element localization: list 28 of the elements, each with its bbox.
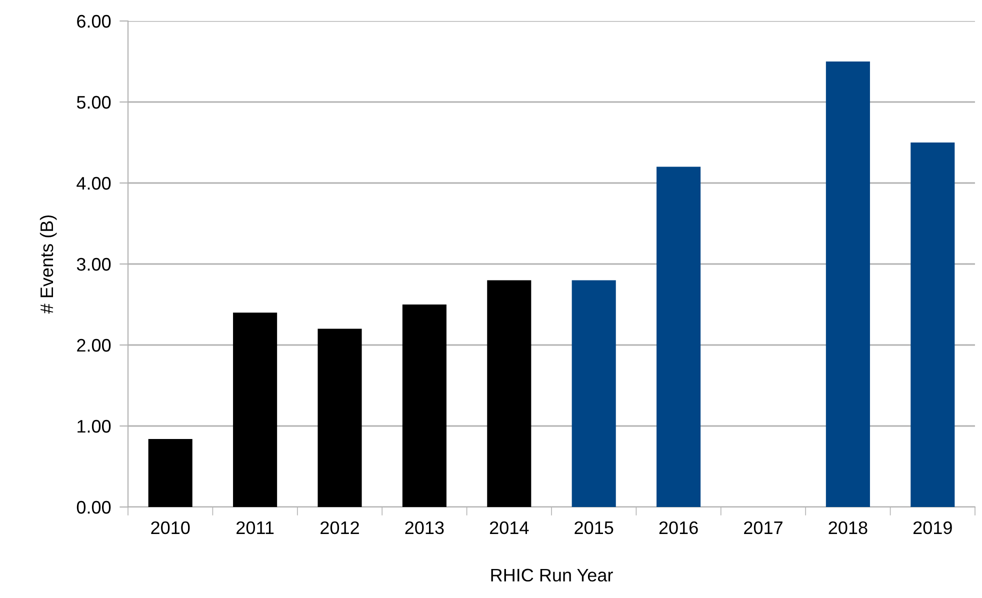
y-tick-label: 4.00 xyxy=(76,176,111,190)
bar xyxy=(148,438,192,507)
y-tick-label: 0.00 xyxy=(76,500,111,514)
x-tick-label: 2012 xyxy=(320,521,359,534)
bar xyxy=(487,280,532,507)
y-tick-label: 5.00 xyxy=(76,96,111,109)
x-tick-label: 2017 xyxy=(744,521,782,534)
bar xyxy=(910,142,955,507)
bar xyxy=(318,328,362,507)
x-tick-label: 2010 xyxy=(151,521,190,534)
x-axis-title: RHIC Run Year xyxy=(491,568,613,582)
bar xyxy=(233,312,278,507)
y-tick-label: 1.00 xyxy=(78,420,111,433)
x-tick-label: 2014 xyxy=(490,521,529,534)
x-tick-label: 2015 xyxy=(574,521,614,534)
y-tick-label: 3.00 xyxy=(76,258,111,271)
bar xyxy=(656,166,701,507)
x-tick-label: 2013 xyxy=(405,521,444,534)
bar xyxy=(826,62,870,507)
bar xyxy=(402,304,446,507)
x-tick-label: 2011 xyxy=(236,521,274,534)
x-tick-label: 2019 xyxy=(913,521,952,534)
x-tick-label: 2018 xyxy=(828,521,868,534)
y-axis-title: # Events (B) xyxy=(40,215,57,314)
bar xyxy=(572,280,616,507)
x-tick-label: 2016 xyxy=(659,521,698,534)
y-tick-label: 2.00 xyxy=(77,338,111,352)
y-tick-label: 6.00 xyxy=(77,14,111,28)
